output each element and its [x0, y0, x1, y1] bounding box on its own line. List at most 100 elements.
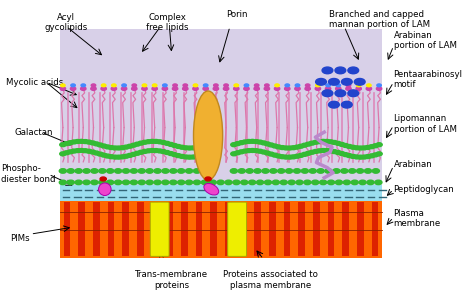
Circle shape: [138, 150, 144, 154]
FancyBboxPatch shape: [152, 202, 158, 256]
Circle shape: [264, 151, 271, 155]
Circle shape: [376, 143, 382, 146]
Circle shape: [116, 155, 122, 159]
Circle shape: [295, 84, 300, 87]
Circle shape: [185, 169, 192, 173]
Circle shape: [298, 154, 304, 157]
Circle shape: [107, 180, 114, 185]
Circle shape: [351, 180, 358, 185]
Circle shape: [253, 139, 259, 144]
Circle shape: [153, 84, 157, 87]
Circle shape: [71, 140, 77, 144]
Circle shape: [122, 180, 129, 185]
Circle shape: [275, 84, 279, 87]
Circle shape: [201, 144, 208, 148]
Circle shape: [285, 169, 292, 173]
Circle shape: [272, 153, 278, 157]
Circle shape: [142, 87, 147, 90]
Circle shape: [309, 150, 315, 154]
Circle shape: [172, 144, 178, 147]
Circle shape: [348, 67, 359, 74]
Circle shape: [198, 154, 204, 158]
Circle shape: [154, 180, 161, 185]
Circle shape: [294, 154, 301, 158]
Circle shape: [119, 155, 126, 159]
Circle shape: [60, 152, 66, 156]
Circle shape: [356, 87, 361, 90]
FancyBboxPatch shape: [225, 202, 231, 256]
Circle shape: [130, 180, 137, 185]
Text: Galactan: Galactan: [15, 128, 54, 137]
Circle shape: [203, 84, 208, 87]
Circle shape: [359, 180, 366, 185]
Circle shape: [294, 145, 301, 149]
Circle shape: [262, 169, 269, 173]
Circle shape: [162, 87, 168, 90]
Circle shape: [325, 87, 331, 90]
Circle shape: [305, 84, 310, 87]
Circle shape: [74, 139, 81, 143]
Circle shape: [242, 140, 248, 144]
Circle shape: [246, 149, 252, 153]
FancyBboxPatch shape: [60, 185, 383, 201]
Circle shape: [313, 140, 319, 144]
Circle shape: [67, 150, 73, 154]
Circle shape: [153, 149, 159, 152]
Circle shape: [224, 84, 228, 87]
Circle shape: [280, 180, 287, 185]
Circle shape: [194, 146, 200, 149]
Circle shape: [130, 143, 137, 147]
FancyBboxPatch shape: [269, 202, 275, 256]
FancyBboxPatch shape: [64, 202, 70, 256]
Circle shape: [249, 139, 255, 143]
Circle shape: [316, 84, 320, 87]
Circle shape: [278, 169, 285, 173]
Circle shape: [264, 87, 270, 90]
Circle shape: [104, 154, 111, 158]
FancyBboxPatch shape: [150, 202, 169, 256]
Circle shape: [335, 90, 346, 97]
FancyBboxPatch shape: [313, 202, 319, 256]
Circle shape: [287, 146, 293, 150]
Circle shape: [249, 149, 255, 152]
Circle shape: [223, 87, 229, 90]
Circle shape: [372, 153, 379, 157]
Circle shape: [348, 90, 359, 97]
Circle shape: [179, 154, 185, 158]
Circle shape: [348, 169, 356, 173]
Circle shape: [284, 87, 290, 90]
Circle shape: [111, 87, 117, 90]
Circle shape: [233, 180, 240, 185]
Circle shape: [376, 152, 382, 156]
Circle shape: [301, 152, 308, 156]
Circle shape: [160, 150, 166, 154]
Text: Pentaarabinosyl
motif: Pentaarabinosyl motif: [393, 70, 463, 89]
Circle shape: [182, 87, 188, 90]
Ellipse shape: [204, 183, 219, 195]
Circle shape: [64, 142, 70, 146]
Circle shape: [366, 87, 372, 90]
Circle shape: [205, 143, 211, 146]
Circle shape: [372, 144, 379, 148]
Circle shape: [70, 87, 76, 90]
Circle shape: [138, 169, 146, 173]
Circle shape: [82, 149, 88, 153]
Circle shape: [127, 154, 133, 157]
Circle shape: [238, 141, 245, 145]
Circle shape: [346, 87, 351, 90]
Circle shape: [91, 87, 96, 90]
Circle shape: [100, 177, 106, 181]
Text: Phospho-
diester bond: Phospho- diester bond: [1, 164, 56, 184]
Circle shape: [217, 180, 224, 185]
Circle shape: [230, 169, 237, 173]
Circle shape: [365, 155, 371, 159]
Circle shape: [156, 149, 163, 153]
Circle shape: [186, 155, 192, 159]
Circle shape: [99, 169, 106, 173]
Circle shape: [324, 139, 330, 143]
Circle shape: [127, 144, 133, 148]
Circle shape: [178, 180, 185, 185]
Circle shape: [160, 141, 166, 144]
Circle shape: [328, 101, 339, 108]
Circle shape: [149, 139, 155, 143]
